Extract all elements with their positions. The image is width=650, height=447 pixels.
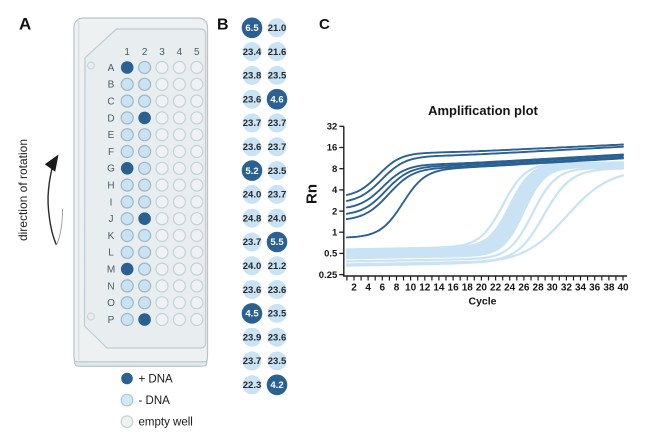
- svg-text:5.5: 5.5: [270, 237, 284, 248]
- svg-text:8: 8: [332, 164, 337, 175]
- svg-text:P: P: [108, 315, 115, 326]
- svg-text:23.6: 23.6: [268, 332, 287, 343]
- svg-text:14: 14: [433, 283, 445, 294]
- svg-text:C: C: [319, 16, 330, 33]
- svg-text:6: 6: [380, 283, 386, 294]
- svg-text:23.7: 23.7: [268, 190, 287, 201]
- svg-text:23.5: 23.5: [268, 309, 287, 320]
- svg-text:4.5: 4.5: [245, 309, 259, 320]
- svg-text:E: E: [108, 130, 115, 141]
- svg-text:26: 26: [518, 283, 530, 294]
- svg-text:34: 34: [575, 283, 587, 294]
- svg-text:21.2: 21.2: [268, 261, 287, 272]
- svg-text:23.6: 23.6: [243, 142, 262, 153]
- svg-text:3: 3: [159, 47, 165, 58]
- svg-text:1: 1: [124, 47, 130, 58]
- svg-text:30: 30: [547, 283, 559, 294]
- svg-text:A: A: [108, 63, 115, 74]
- svg-text:24.0: 24.0: [268, 213, 287, 224]
- svg-text:4.2: 4.2: [270, 380, 283, 391]
- svg-text:21.0: 21.0: [268, 23, 287, 34]
- svg-text:21.6: 21.6: [268, 47, 287, 58]
- svg-text:D: D: [107, 113, 114, 124]
- svg-text:40: 40: [617, 283, 629, 294]
- svg-text:20: 20: [476, 283, 488, 294]
- svg-text:32: 32: [327, 122, 338, 133]
- svg-text:0.5: 0.5: [324, 249, 338, 260]
- svg-text:G: G: [107, 164, 115, 175]
- svg-text:23.6: 23.6: [243, 285, 262, 296]
- svg-text:36: 36: [589, 283, 601, 294]
- svg-text:6.5: 6.5: [245, 23, 259, 34]
- svg-text:L: L: [108, 248, 114, 259]
- svg-text:23.6: 23.6: [268, 285, 287, 296]
- svg-text:23.7: 23.7: [243, 237, 262, 248]
- svg-text:4.6: 4.6: [270, 94, 283, 105]
- svg-text:2: 2: [142, 47, 148, 58]
- svg-text:32: 32: [561, 283, 573, 294]
- svg-text:22.3: 22.3: [243, 380, 262, 391]
- svg-text:24.0: 24.0: [243, 190, 262, 201]
- svg-text:28: 28: [533, 283, 545, 294]
- svg-text:I: I: [110, 197, 113, 208]
- svg-text:- DNA: - DNA: [139, 395, 171, 407]
- svg-text:Amplification plot: Amplification plot: [428, 103, 538, 118]
- svg-text:22: 22: [490, 283, 502, 294]
- svg-text:C: C: [107, 97, 114, 108]
- svg-text:23.7: 23.7: [268, 142, 287, 153]
- svg-text:23.5: 23.5: [268, 71, 287, 82]
- svg-text:H: H: [107, 181, 114, 192]
- svg-text:23.7: 23.7: [268, 118, 287, 129]
- svg-text:16: 16: [448, 283, 460, 294]
- svg-text:18: 18: [462, 283, 474, 294]
- svg-text:23.4: 23.4: [243, 47, 262, 58]
- svg-text:direction of rotation: direction of rotation: [16, 139, 30, 241]
- svg-text:23.5: 23.5: [268, 166, 287, 177]
- svg-text:4: 4: [177, 47, 183, 58]
- svg-text:B: B: [108, 80, 115, 91]
- svg-text:1: 1: [332, 227, 338, 238]
- svg-text:4: 4: [365, 283, 371, 294]
- svg-text:K: K: [108, 231, 115, 242]
- svg-text:23.9: 23.9: [243, 332, 262, 343]
- svg-text:J: J: [109, 214, 114, 225]
- svg-text:12: 12: [419, 283, 431, 294]
- svg-text:Cycle: Cycle: [468, 296, 496, 308]
- svg-text:24.8: 24.8: [243, 213, 262, 224]
- svg-text:23.7: 23.7: [243, 118, 262, 129]
- svg-text:23.8: 23.8: [243, 71, 262, 82]
- svg-text:4: 4: [332, 185, 338, 196]
- svg-text:0.25: 0.25: [319, 270, 338, 281]
- svg-text:8: 8: [394, 283, 400, 294]
- svg-text:+ DNA: + DNA: [139, 373, 174, 385]
- svg-text:empty well: empty well: [139, 417, 193, 429]
- svg-text:38: 38: [603, 283, 615, 294]
- svg-text:2: 2: [351, 283, 357, 294]
- svg-text:A: A: [19, 15, 31, 34]
- svg-text:24: 24: [504, 283, 516, 294]
- svg-text:23.5: 23.5: [268, 356, 287, 367]
- svg-text:23.7: 23.7: [243, 356, 262, 367]
- svg-text:B: B: [217, 16, 229, 33]
- svg-text:2: 2: [332, 206, 337, 217]
- svg-text:16: 16: [327, 143, 338, 154]
- svg-text:5.2: 5.2: [245, 166, 258, 177]
- svg-text:10: 10: [405, 283, 417, 294]
- svg-text:M: M: [107, 265, 115, 276]
- svg-text:24.0: 24.0: [243, 261, 262, 272]
- svg-text:N: N: [107, 281, 114, 292]
- svg-text:F: F: [108, 147, 114, 158]
- svg-text:Rn: Rn: [304, 184, 321, 204]
- svg-text:O: O: [107, 298, 115, 309]
- svg-text:5: 5: [194, 47, 200, 58]
- svg-text:23.6: 23.6: [243, 94, 262, 105]
